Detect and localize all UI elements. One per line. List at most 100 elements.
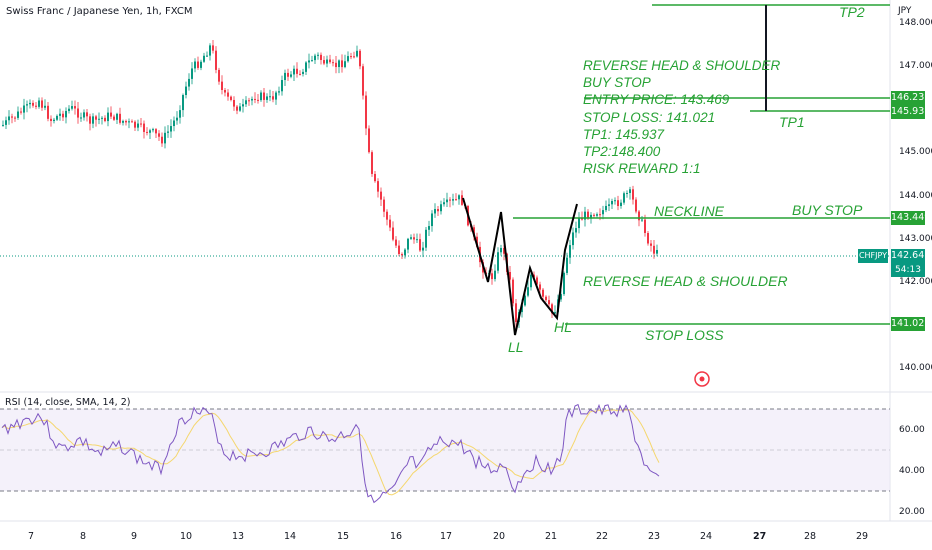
candle-body bbox=[545, 296, 547, 301]
candle-body bbox=[599, 214, 601, 216]
candle-body bbox=[311, 60, 313, 62]
date-tick: 14 bbox=[284, 531, 297, 542]
buy-stop-label[interactable]: BUY STOP bbox=[792, 202, 863, 218]
candle-body bbox=[380, 191, 382, 200]
candle-body bbox=[71, 106, 73, 109]
plan-line: TP2:148.400 bbox=[583, 144, 661, 160]
candle-body bbox=[356, 50, 358, 57]
plan-line: TP1: 145.937 bbox=[583, 126, 665, 142]
stop-loss-label[interactable]: STOP LOSS bbox=[645, 327, 724, 343]
candle-body bbox=[653, 245, 655, 254]
candle-body bbox=[191, 68, 193, 79]
candle-body bbox=[524, 295, 526, 306]
candle-body bbox=[515, 303, 517, 323]
candle-body bbox=[578, 218, 580, 229]
candle-body bbox=[353, 56, 355, 58]
rsi-title[interactable]: RSI (14, close, SMA, 14, 2) bbox=[5, 397, 131, 408]
candle-body bbox=[413, 237, 415, 240]
candle-body bbox=[416, 239, 418, 241]
rsi-line bbox=[1, 403, 660, 504]
candle-body bbox=[68, 108, 70, 111]
candle-body bbox=[236, 106, 238, 111]
rsi-tick: 20.00 bbox=[899, 507, 925, 517]
candle-body bbox=[215, 50, 217, 70]
candle-body bbox=[119, 113, 121, 123]
candle-body bbox=[146, 131, 148, 133]
candle-body bbox=[536, 277, 538, 285]
record-marker-icon[interactable] bbox=[694, 371, 710, 387]
trade-plan-note[interactable]: REVERSE HEAD & SHOULDER BUY STOP ENTRY P… bbox=[583, 57, 780, 177]
pattern-label[interactable]: REVERSE HEAD & SHOULDER bbox=[583, 273, 788, 289]
tp2-label[interactable]: TP2 bbox=[839, 4, 865, 20]
candle-body bbox=[629, 189, 631, 193]
date-tick: 28 bbox=[804, 531, 817, 542]
candle-body bbox=[221, 81, 223, 91]
candle-body bbox=[575, 228, 577, 233]
candle-body bbox=[548, 300, 550, 305]
candle-body bbox=[428, 226, 430, 230]
candle-body bbox=[56, 115, 58, 120]
candle-body bbox=[272, 96, 274, 100]
candle-body bbox=[551, 304, 553, 314]
candle-body bbox=[227, 92, 229, 97]
candle-body bbox=[371, 152, 373, 174]
candle-body bbox=[65, 110, 67, 118]
candle-body bbox=[641, 219, 643, 221]
candle-body bbox=[209, 45, 211, 56]
ll-label[interactable]: LL bbox=[508, 339, 524, 355]
candle-body bbox=[161, 136, 163, 144]
candle-body bbox=[14, 117, 16, 119]
candle-body bbox=[650, 243, 652, 246]
candle-body bbox=[458, 195, 460, 200]
candle-body bbox=[11, 116, 13, 118]
rsi-tick: 40.00 bbox=[899, 466, 925, 476]
candle-body bbox=[596, 214, 598, 216]
candle-body bbox=[254, 98, 256, 100]
candle-body bbox=[422, 247, 424, 251]
tp1-price-tag: 145.937 bbox=[891, 105, 931, 119]
candle-body bbox=[182, 95, 184, 111]
candle-body bbox=[455, 199, 457, 201]
candle-body bbox=[107, 112, 109, 122]
candle-body bbox=[224, 90, 226, 93]
candle-body bbox=[230, 96, 232, 100]
candle-body bbox=[308, 60, 310, 63]
plan-line: BUY STOP bbox=[583, 75, 651, 91]
candle-body bbox=[134, 121, 136, 128]
candle-body bbox=[158, 133, 160, 137]
candle-body bbox=[362, 66, 364, 96]
candle-body bbox=[110, 112, 112, 117]
candle-body bbox=[539, 284, 541, 290]
candle-body bbox=[281, 80, 283, 92]
price-tick: 143.000 bbox=[899, 234, 932, 244]
candle-body bbox=[47, 105, 49, 119]
candle-body bbox=[569, 245, 571, 258]
candle-body bbox=[611, 201, 613, 205]
candle-body bbox=[392, 227, 394, 240]
candle-body bbox=[494, 270, 496, 280]
candle-body bbox=[218, 69, 220, 82]
candle-body bbox=[44, 105, 46, 108]
candle-body bbox=[521, 305, 523, 313]
candle-body bbox=[92, 116, 94, 124]
candle-body bbox=[587, 211, 589, 219]
candle-body bbox=[137, 123, 139, 128]
candle-body bbox=[170, 126, 172, 132]
pattern-zigzag[interactable] bbox=[462, 197, 578, 336]
candle-body bbox=[527, 287, 529, 296]
candle-body bbox=[239, 106, 241, 111]
candle-body bbox=[35, 105, 37, 107]
candle-body bbox=[176, 117, 178, 121]
plan-line: REVERSE HEAD & SHOULDER bbox=[583, 58, 781, 73]
tp1-label[interactable]: TP1 bbox=[779, 114, 805, 130]
plan-line: RISK REWARD 1:1 bbox=[583, 161, 701, 177]
candle-body bbox=[41, 100, 43, 108]
neckline-label[interactable]: NECKLINE bbox=[654, 203, 725, 219]
symbol-title[interactable]: Swiss Franc / Japanese Yen, 1h, FXCM bbox=[6, 6, 193, 17]
candle-body bbox=[143, 123, 145, 132]
hl-label[interactable]: HL bbox=[554, 319, 572, 335]
candle-body bbox=[593, 214, 595, 216]
candle-body bbox=[233, 99, 235, 107]
candle-body bbox=[410, 237, 412, 239]
